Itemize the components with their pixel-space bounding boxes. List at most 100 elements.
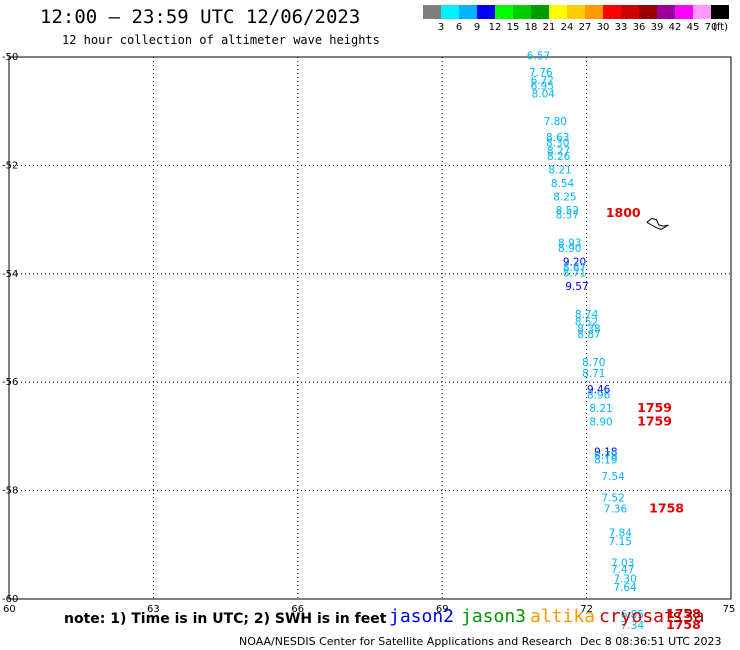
color-scale-tick: 9	[473, 22, 481, 33]
color-swatch	[477, 5, 495, 19]
time-label: 1758	[649, 500, 684, 515]
swh-label: 7.03	[611, 557, 634, 569]
color-scale-tick: 30	[596, 22, 610, 33]
time-label: 1759	[637, 400, 672, 415]
swh-label: 7.47	[611, 564, 634, 576]
plot-frame	[8, 56, 732, 600]
swh-label: 8.38	[577, 323, 600, 335]
swh-label: 6.85	[621, 609, 644, 621]
time-label: 1758	[666, 617, 701, 632]
color-scale-unit: (ft)	[713, 22, 729, 33]
y-tick-label: -56	[2, 377, 18, 388]
satellite-legend-item: s3a	[672, 606, 705, 627]
swh-label: 8.90	[558, 243, 581, 255]
color-swatch	[459, 5, 477, 19]
x-tick-label: 63	[147, 604, 160, 615]
color-swatch	[639, 5, 657, 19]
x-tick-label: 66	[291, 604, 304, 615]
color-scale-tick: 27	[578, 22, 592, 33]
swh-label: 8.52	[575, 316, 598, 328]
swh-label: 7.64	[613, 582, 637, 594]
swh-label: 7.54	[601, 471, 625, 483]
color-swatch	[621, 5, 639, 19]
swh-label: 8.19	[594, 455, 617, 467]
color-swatch	[675, 5, 693, 19]
credit-line: NOAA/NESDIS Center for Satellite Applica…	[239, 635, 573, 648]
color-swatch	[693, 5, 711, 19]
swh-label: 8.70	[582, 357, 605, 369]
swh-label: 9.46	[587, 384, 611, 396]
swh-label: 8.27	[547, 146, 570, 158]
color-swatch	[423, 5, 441, 19]
x-axis-ticks: 60 63 66 69 72 75	[3, 604, 735, 615]
y-tick-label: -60	[2, 594, 18, 605]
color-scale-tick: 33	[614, 22, 628, 33]
satellite-legend-item: jason2	[389, 606, 455, 627]
swh-label: 7.30	[613, 574, 636, 586]
time-label: 1800	[606, 205, 641, 220]
swh-label: 8.30	[546, 137, 569, 149]
swh-label: 7.52	[601, 492, 624, 504]
footer-note: note: 1) Time is in UTC; 2) SWH is in fe…	[64, 611, 387, 627]
color-swatch	[657, 5, 675, 19]
color-swatch	[495, 5, 513, 19]
color-scale-tick: 39	[650, 22, 664, 33]
island-outline	[646, 217, 669, 230]
color-swatch	[549, 5, 567, 19]
swh-label: 8.71	[582, 368, 605, 380]
swh-label: 9.20	[563, 257, 586, 269]
swh-label: 8.96	[587, 389, 611, 401]
swh-label: 8.93	[558, 238, 581, 250]
swh-label: 8.63	[546, 132, 569, 144]
swh-label: 7.36	[604, 503, 628, 515]
swh-label: 8.74	[575, 309, 599, 321]
swh-label: 8.26	[547, 151, 571, 163]
color-scale-tick: 6	[455, 22, 463, 33]
satellite-legend-item: jason3	[461, 606, 527, 627]
color-swatch	[585, 5, 603, 19]
swh-label: 8.25	[553, 192, 576, 204]
swh-label: 6.57	[527, 51, 550, 63]
swh-label: 7.76	[529, 67, 553, 79]
swh-label: 6.72	[531, 75, 554, 87]
swh-label: 8.90	[589, 417, 612, 429]
generated-timestamp: Dec 8 08:36:51 UTC 2023	[580, 635, 722, 648]
swh-label: 9.57	[565, 281, 588, 293]
swh-label: 8.21	[548, 165, 571, 177]
swh-label: 8.67	[563, 262, 586, 274]
swh-label: 8.57	[556, 210, 579, 222]
time-label: 1759	[637, 414, 672, 429]
swh-label: 8.52	[556, 205, 579, 217]
swh-label: 7.84	[609, 528, 633, 540]
swh-label: 9.18	[594, 446, 617, 458]
swh-label: 8.87	[577, 329, 600, 341]
page-subtitle: 12 hour collection of altimeter wave hei…	[62, 33, 380, 47]
x-tick-label: 60	[3, 604, 16, 615]
color-scale-tick: 12	[488, 22, 502, 33]
satellite-legend-item: altika	[530, 606, 596, 627]
color-scale-tick: 3	[437, 22, 445, 33]
color-swatch	[567, 5, 585, 19]
y-axis-ticks: -50 -52 -54 -56 -58 -60	[2, 52, 18, 605]
swh-label: 7.15	[609, 536, 632, 548]
color-swatch	[711, 5, 729, 19]
color-scale-tick: 45	[686, 22, 700, 33]
color-swatch	[531, 5, 549, 19]
swh-label: 7.80	[544, 116, 567, 128]
x-tick-label: 69	[436, 604, 449, 615]
swh-label: 8.71	[563, 268, 586, 280]
x-tick-label: 75	[723, 604, 736, 615]
y-tick-label: -54	[2, 269, 18, 280]
swh-label: 8.78	[594, 450, 617, 462]
swh-label: 8.21	[589, 403, 612, 415]
time-label: 1758	[666, 606, 701, 621]
swh-label: 8.04	[532, 89, 556, 101]
swh-label: 7.34	[621, 620, 645, 632]
swh-label: 6.95	[531, 81, 554, 93]
y-tick-label: -50	[2, 52, 18, 63]
color-swatch	[441, 5, 459, 19]
color-scale-tick: 18	[524, 22, 538, 33]
satellite-legend-item: cryosat	[599, 606, 675, 627]
